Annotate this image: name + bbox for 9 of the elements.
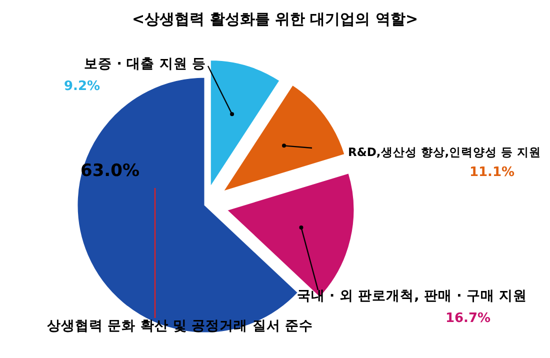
slice-label: 국내 · 외 판로개척, 판매 · 구매 지원 bbox=[296, 288, 528, 304]
data-label: 16.7% bbox=[445, 311, 491, 326]
slice-label: R&D,생산성 향상,인력양성 등 지원 bbox=[348, 145, 542, 159]
chart-title: <상생협력 활성화를 위한 대기업의 역할> bbox=[132, 10, 418, 28]
data-label: 63.0% bbox=[80, 161, 140, 181]
slice-label: 상생협력 문화 확산 및 공정거래 질서 준수 bbox=[46, 318, 314, 334]
slice-label: 보증 · 대출 지원 등 bbox=[84, 56, 206, 72]
data-label: 9.2% bbox=[64, 79, 100, 94]
data-label: 11.1% bbox=[469, 165, 515, 180]
